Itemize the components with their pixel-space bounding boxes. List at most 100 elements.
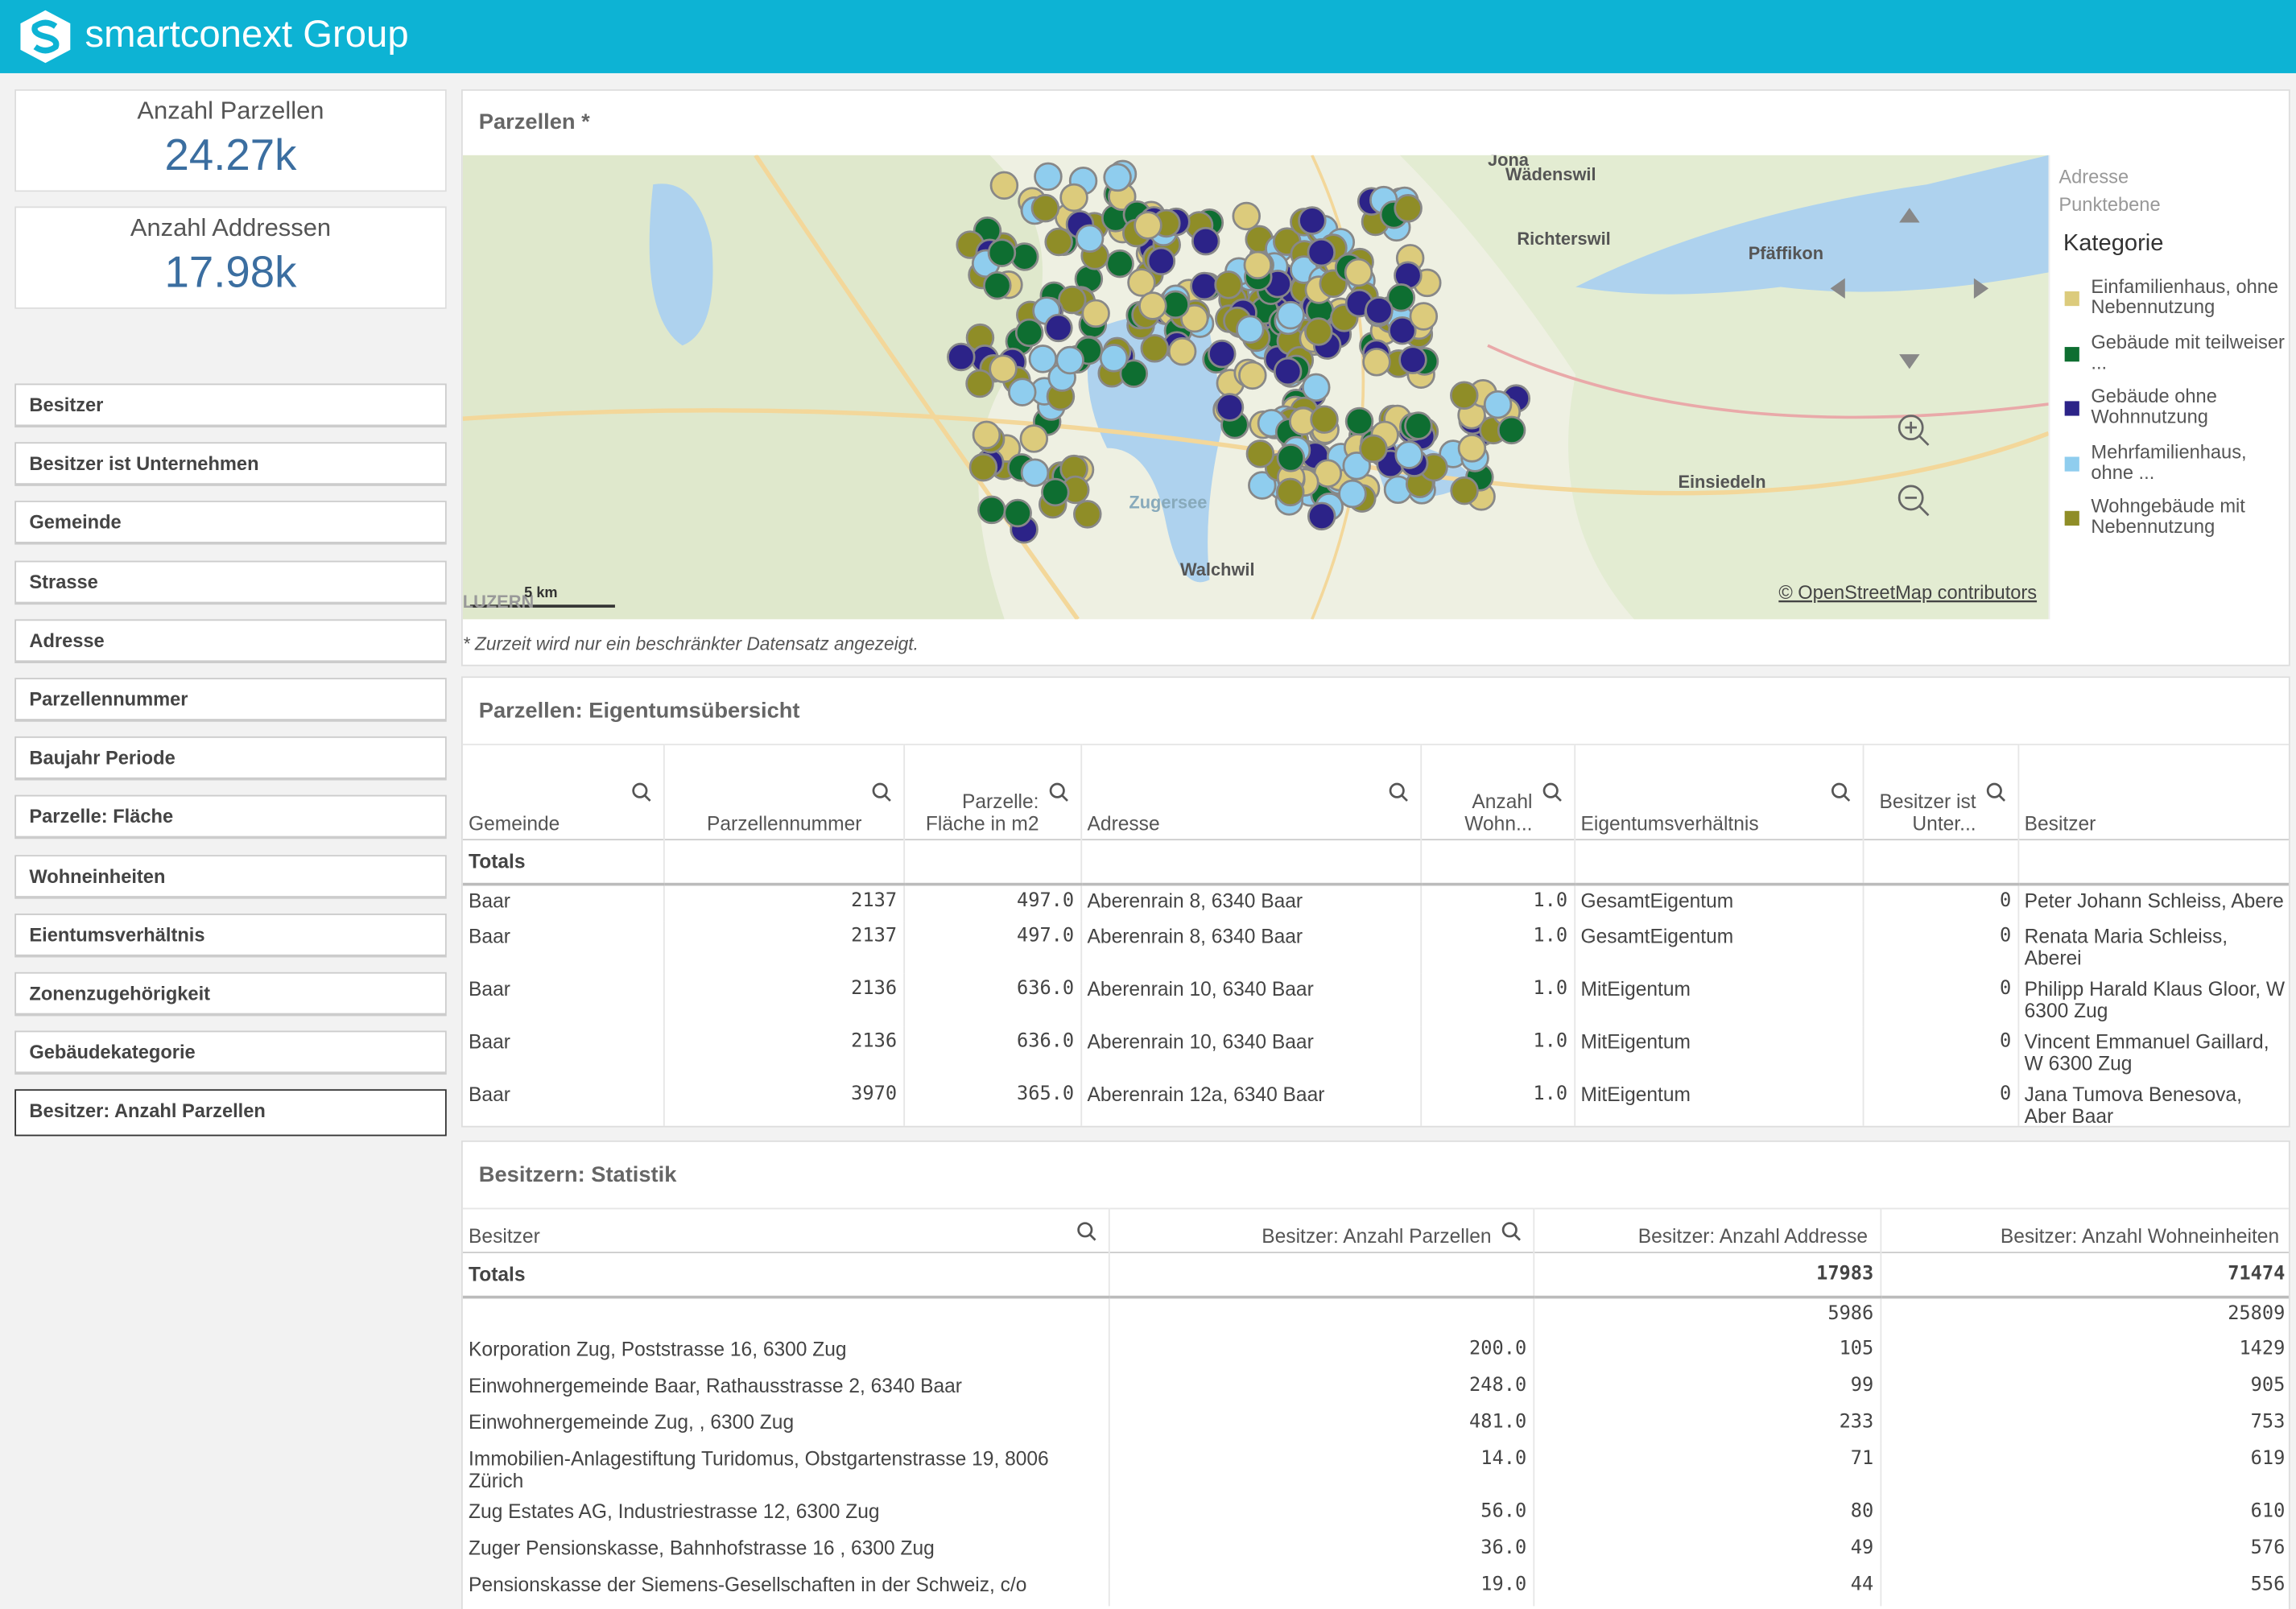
map-point	[1190, 271, 1219, 301]
search-icon[interactable]	[630, 782, 650, 802]
filter-button[interactable]: Parzelle: Fläche	[14, 795, 447, 840]
legend-swatch	[2064, 456, 2079, 471]
table-cell: 1429	[1880, 1333, 2289, 1370]
cell-text: Baar	[469, 924, 510, 947]
column-header[interactable]: Eigentumsverhältnis	[1574, 744, 1864, 840]
filter-button[interactable]: Gebäudekategorie	[14, 1030, 447, 1075]
map: WädenswilRichterswilPfäffikonZUGEinsiede…	[462, 155, 2049, 620]
table-row: Baar 2136 636.0 Aberenrain 10, 6340 Baar 1.0…	[462, 972, 2289, 1026]
column-header[interactable]: Parzellennummer	[663, 744, 905, 840]
totals-cell	[903, 840, 1082, 885]
filter-button[interactable]: Strasse	[14, 559, 447, 604]
map-point	[1307, 237, 1336, 267]
cell-text: 49	[1850, 1536, 1874, 1559]
place-label: Richterswil	[1517, 229, 1610, 249]
map-point	[1307, 501, 1336, 531]
column-header[interactable]: Besitzer	[462, 1208, 1109, 1253]
table-cell	[1108, 1296, 1534, 1334]
map-point	[947, 342, 976, 372]
totals-row: Totals	[462, 840, 2289, 885]
cell-text: 44	[1850, 1573, 1874, 1595]
cell-text: 2136	[851, 977, 898, 1000]
column-header[interactable]: Besitzer ist Unter...	[1862, 744, 2019, 840]
cell-text: Immobilien-Anlagestiftung Turidomus, Obs…	[469, 1446, 1049, 1491]
header-label: Besitzer: Anzahl Addresse	[1637, 1225, 1869, 1248]
map-point	[1003, 498, 1032, 528]
filter-button[interactable]: Adresse	[14, 619, 447, 663]
filter-button[interactable]: Gemeinde	[14, 501, 447, 546]
cell-text: 0	[2000, 889, 2012, 912]
search-icon[interactable]	[870, 782, 890, 802]
cell-text: Baar	[469, 889, 510, 912]
totals-text: Totals	[469, 1263, 526, 1285]
map-point	[1215, 393, 1245, 422]
filter-button[interactable]: Besitzer	[14, 383, 447, 428]
column-header[interactable]: Besitzer	[2017, 744, 2289, 840]
search-icon[interactable]	[1076, 1220, 1096, 1240]
map-point	[1146, 246, 1176, 276]
filter-button[interactable]: Parzellennummer	[14, 678, 447, 722]
table-cell: 1.0	[1420, 1025, 1575, 1079]
table-cell: Renata Maria Schleiss, Aberei	[2017, 920, 2289, 973]
cell-text: 0	[2000, 1083, 2012, 1105]
table-cell: MitEigentum	[1574, 1025, 1864, 1079]
map-point	[1273, 357, 1303, 386]
table-cell: Aberenrain 10, 6340 Baar	[1080, 1025, 1422, 1079]
cell-text: 2137	[851, 924, 898, 947]
kpi-label: Anzahl Addressen	[130, 213, 332, 242]
table-cell: 99	[1533, 1369, 1881, 1407]
table-cell: 497.0	[903, 920, 1082, 973]
table-row: Baar 2137 497.0 Aberenrain 8, 6340 Baar 1.0 G…	[462, 883, 2289, 921]
column-header[interactable]: Anzahl Wohn...	[1420, 744, 1575, 840]
cell-text: 610	[2250, 1500, 2286, 1522]
table-cell: 19.0	[1108, 1568, 1534, 1606]
table-cell: 14.0	[1108, 1442, 1534, 1496]
table-cell: Aberenrain 8, 6340 Baar	[1080, 883, 1422, 921]
search-icon[interactable]	[1500, 1220, 1521, 1240]
header-row: Gemeinde Parzellennummer Parzelle: Fläche …	[462, 744, 2289, 840]
map-point	[1310, 405, 1339, 434]
legend-label: Einfamilienhaus, ohne Nebennutzung	[2091, 274, 2279, 318]
column-header[interactable]: Besitzer: Anzahl Wohneinheiten	[1880, 1208, 2289, 1253]
totals-cell	[1420, 840, 1575, 885]
filter-button[interactable]: Besitzer: Anzahl Parzellen	[14, 1089, 447, 1137]
search-icon[interactable]	[1985, 782, 2005, 802]
filter-button[interactable]: Besitzer ist Unternehmen	[14, 442, 447, 487]
filter-button[interactable]: Wohneinheiten	[14, 854, 447, 899]
table-cell: MitEigentum	[1574, 1078, 1864, 1126]
legend-label: Gebäude mit teilweiser ...	[2091, 330, 2285, 373]
search-icon[interactable]	[1830, 782, 1850, 802]
map-point	[1238, 361, 1267, 390]
column-header[interactable]: Besitzer: Anzahl Parzellen	[1108, 1208, 1534, 1253]
search-icon[interactable]	[1541, 782, 1562, 802]
header-label: Gemeinde	[469, 812, 560, 835]
column-header[interactable]: Adresse	[1080, 744, 1422, 840]
map-point	[1167, 336, 1197, 366]
search-icon[interactable]	[1047, 782, 1068, 802]
cell-text: 619	[2250, 1446, 2286, 1470]
filter-button[interactable]: Eientumsverhältnis	[14, 913, 447, 958]
cell-text: Jana Tumova Benesova, Aber Baar	[2024, 1083, 2242, 1127]
cell-text: 481.0	[1469, 1410, 1527, 1433]
table-cell: MitEigentum	[1574, 972, 1864, 1026]
table-cell: 0	[1862, 1025, 2019, 1079]
column-header[interactable]: Parzelle: Fläche in m2	[903, 744, 1082, 840]
table-row: Baar 2137 497.0 Aberenrain 8, 6340 Baar 1.0 G…	[462, 920, 2289, 973]
table-cell: 80	[1533, 1496, 1881, 1533]
table-panel: Parzellen: Eigentumsübersicht Gemeinde Pa…	[460, 676, 2290, 1128]
cell-text: Einwohnergemeinde Zug, , 6300 Zug	[469, 1410, 795, 1433]
map-point	[977, 495, 1006, 525]
filter-button[interactable]: Zonenzugehörigkeit	[14, 972, 447, 1017]
table-row: Einwohnergemeinde Baar, Rathausstrasse 2…	[462, 1369, 2289, 1407]
table-cell: 556	[1880, 1568, 2289, 1606]
table-cell: 0	[1862, 972, 2019, 1026]
filter-button[interactable]: Baujahr Periode	[14, 736, 447, 781]
search-icon[interactable]	[1387, 782, 1408, 802]
map-point	[968, 452, 998, 482]
table-cell: 0	[1862, 1078, 2019, 1126]
table-cell: 200.0	[1108, 1333, 1534, 1370]
map-point	[1232, 201, 1261, 231]
column-header[interactable]: Besitzer: Anzahl Addresse	[1533, 1208, 1881, 1253]
table-cell: 25809	[1880, 1296, 2289, 1334]
column-header[interactable]: Gemeinde	[462, 744, 664, 840]
